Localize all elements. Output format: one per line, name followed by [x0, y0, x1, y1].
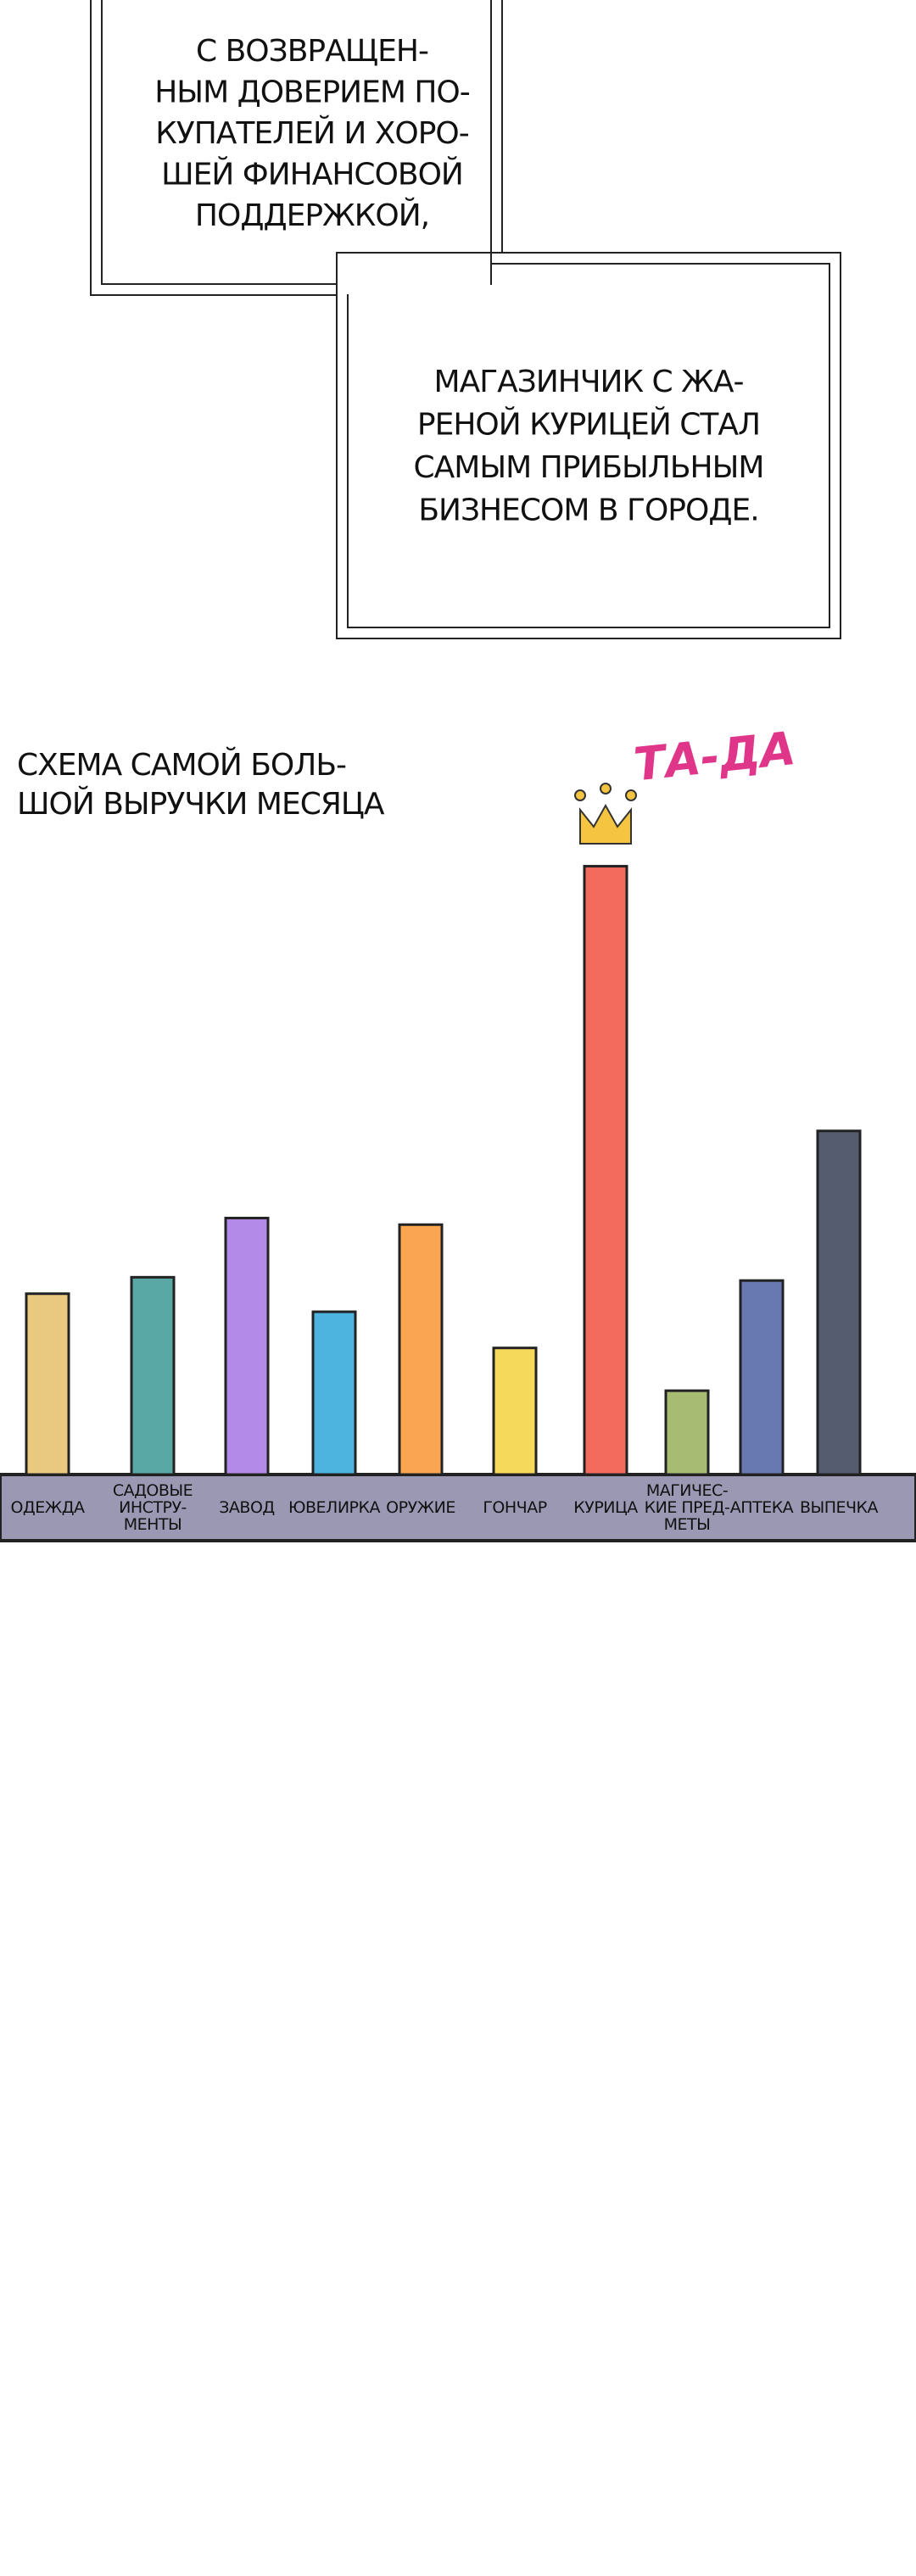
- category-label: ГОНЧАР: [483, 1498, 546, 1517]
- chart-title-line: ШОЙ ВЫРУЧКИ МЕСЯЦА: [17, 786, 385, 822]
- category-label: КУРИЦА: [573, 1498, 638, 1517]
- box-frame-inner: [347, 263, 830, 628]
- narration-line: САМЫМ ПРИБЫЛЬНЫМ: [414, 450, 764, 485]
- bar: [664, 1389, 710, 1476]
- bar: [816, 1129, 862, 1476]
- bar: [739, 1279, 785, 1476]
- category-label: ОДЕЖДА: [10, 1498, 85, 1517]
- crown-dot: [600, 783, 612, 795]
- category-label: САДОВЫЕ ИНСТРУ-МЕНТЫ: [113, 1481, 193, 1534]
- narration-boxes: [90, 0, 841, 639]
- box-frame-inner: [101, 0, 492, 285]
- narration-line: КУПАТЕЛЕЙ И ХОРО-: [155, 115, 469, 151]
- narration-line: РЕНОЙ КУРИЦЕЙ СТАЛ: [417, 407, 760, 443]
- crown: [574, 783, 637, 845]
- box-frame: [336, 252, 841, 639]
- bar: [130, 1275, 176, 1476]
- category-label: ЗАВОД: [219, 1498, 275, 1517]
- narration-line: ШЕЙ ФИНАНСОВОЙ: [161, 157, 463, 192]
- crown-dot: [574, 789, 586, 801]
- box-frame: [90, 0, 503, 296]
- narration-line: ПОДДЕРЖКОЙ,: [195, 198, 429, 233]
- chart-title: СХЕМА САМОЙ БОЛЬ-ШОЙ ВЫРУЧКИ МЕСЯЦА: [17, 747, 386, 822]
- narration-2: МАГАЗИНЧИК С ЖА- РЕНОЙ КУРИЦЕЙ СТАЛ САМЫМ …: [414, 365, 765, 528]
- crown-body: [579, 803, 632, 845]
- category-strip: [0, 1473, 916, 1542]
- bars: ОДЕЖДА САДОВЫЕ ИНСТРУ-МЕНТЫ ЗАВОД ЮВЕЛИРКА ОР…: [10, 865, 879, 1534]
- category-label: МАГИЧЕС-КИЕ ПРЕД-МЕТЫ: [645, 1481, 730, 1534]
- box-merge: [338, 254, 490, 294]
- category-label: ВЫПЕЧКА: [800, 1498, 879, 1517]
- sfx: ТА-ДА: [631, 722, 797, 792]
- narration-1: С ВОЗВРАЩЕН- НЫМ ДОВЕРИЕМ ПО- КУПАТЕЛЕЙ И …: [154, 34, 471, 233]
- narration-line: НЫМ ДОВЕРИЕМ ПО-: [154, 75, 470, 110]
- category-label: АПТЕКА: [730, 1498, 794, 1517]
- bar: [398, 1223, 444, 1476]
- bar: [492, 1347, 538, 1476]
- bar: [583, 865, 628, 1476]
- bar: [25, 1292, 70, 1476]
- narration-line: БИЗНЕСОМ В ГОРОДЕ.: [418, 493, 758, 528]
- category-label: ЮВЕЛИРКА: [288, 1498, 380, 1517]
- chart-title-line: СХЕМА САМОЙ БОЛЬ-: [17, 747, 346, 783]
- bar: [224, 1217, 270, 1476]
- narration-line: МАГАЗИНЧИК С ЖА-: [434, 365, 744, 399]
- narration-line: С ВОЗВРАЩЕН-: [196, 34, 428, 69]
- category-label: ОРУЖИЕ: [386, 1498, 455, 1517]
- crown-dot: [625, 789, 637, 801]
- bar: [311, 1310, 357, 1476]
